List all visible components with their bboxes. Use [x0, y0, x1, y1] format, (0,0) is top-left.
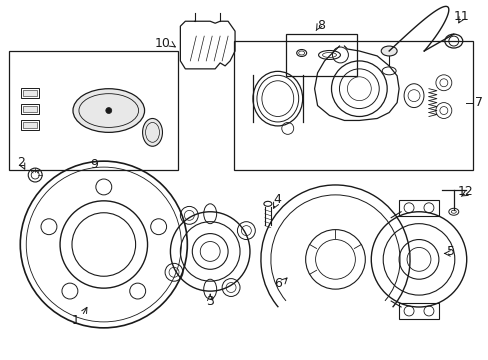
- Text: 5: 5: [446, 245, 454, 258]
- Ellipse shape: [142, 118, 162, 146]
- Circle shape: [105, 108, 112, 113]
- Text: 8: 8: [317, 19, 325, 32]
- Bar: [23, 105, 37, 112]
- Bar: [21, 104, 39, 113]
- Bar: [21, 121, 39, 130]
- Text: 3: 3: [206, 294, 214, 307]
- Text: 11: 11: [453, 10, 468, 23]
- Text: 6: 6: [273, 277, 281, 290]
- Bar: [23, 90, 37, 96]
- Text: 4: 4: [273, 193, 281, 206]
- Text: 2: 2: [17, 156, 25, 168]
- Text: 10: 10: [154, 37, 170, 50]
- Text: 9: 9: [90, 158, 98, 171]
- Text: 7: 7: [474, 96, 482, 109]
- Bar: [23, 122, 37, 129]
- Ellipse shape: [73, 89, 144, 132]
- Text: 1: 1: [72, 314, 80, 327]
- Bar: [285, 34, 357, 76]
- Bar: [21, 88, 39, 98]
- Bar: [398, 200, 438, 216]
- Text: 12: 12: [457, 185, 473, 198]
- Bar: [398, 303, 438, 319]
- Bar: [9, 51, 178, 170]
- Bar: [234, 41, 472, 170]
- Ellipse shape: [381, 46, 396, 56]
